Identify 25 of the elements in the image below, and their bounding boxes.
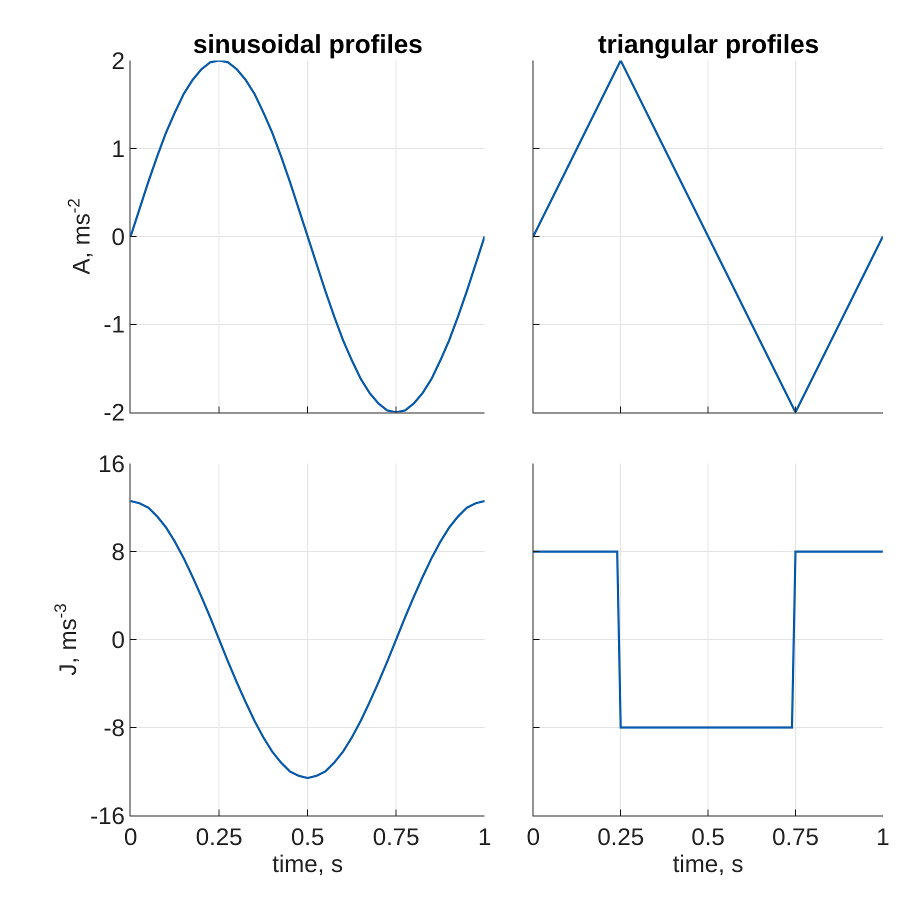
y-tick-label: 2	[111, 48, 125, 75]
x-tick-label: 0.75	[372, 824, 420, 852]
y-tick-label: -16	[90, 802, 125, 830]
y-tick-label: -2	[103, 400, 125, 427]
x-tick-label: 0	[526, 824, 540, 852]
x-tick-label: 0.5	[691, 824, 725, 852]
y-tick-label: 0	[111, 626, 125, 654]
x-tick-label: 0.25	[196, 824, 242, 852]
line-series	[130, 500, 485, 780]
x-tick-label: 0.25	[597, 824, 644, 852]
x-axis-title: time, s	[672, 851, 744, 878]
x-tick-label: 1	[876, 824, 890, 852]
x-tick-label: 0.75	[772, 824, 819, 852]
x-axis-title: time, s	[272, 851, 343, 878]
y-tick-label: 0	[111, 224, 125, 251]
x-tick-label: 1	[478, 824, 492, 852]
chart-title: triangular profiles	[598, 29, 820, 59]
y-tick-label: 1	[111, 136, 125, 163]
x-tick-label: 0.5	[290, 824, 324, 852]
chart-title: sinusoidal profiles	[193, 29, 423, 59]
y-tick-label: -8	[103, 714, 125, 742]
y-tick-label: 16	[98, 451, 125, 478]
y-tick-label: -1	[103, 312, 125, 339]
y-tick-label: 8	[111, 539, 125, 566]
line-series	[130, 60, 485, 412]
